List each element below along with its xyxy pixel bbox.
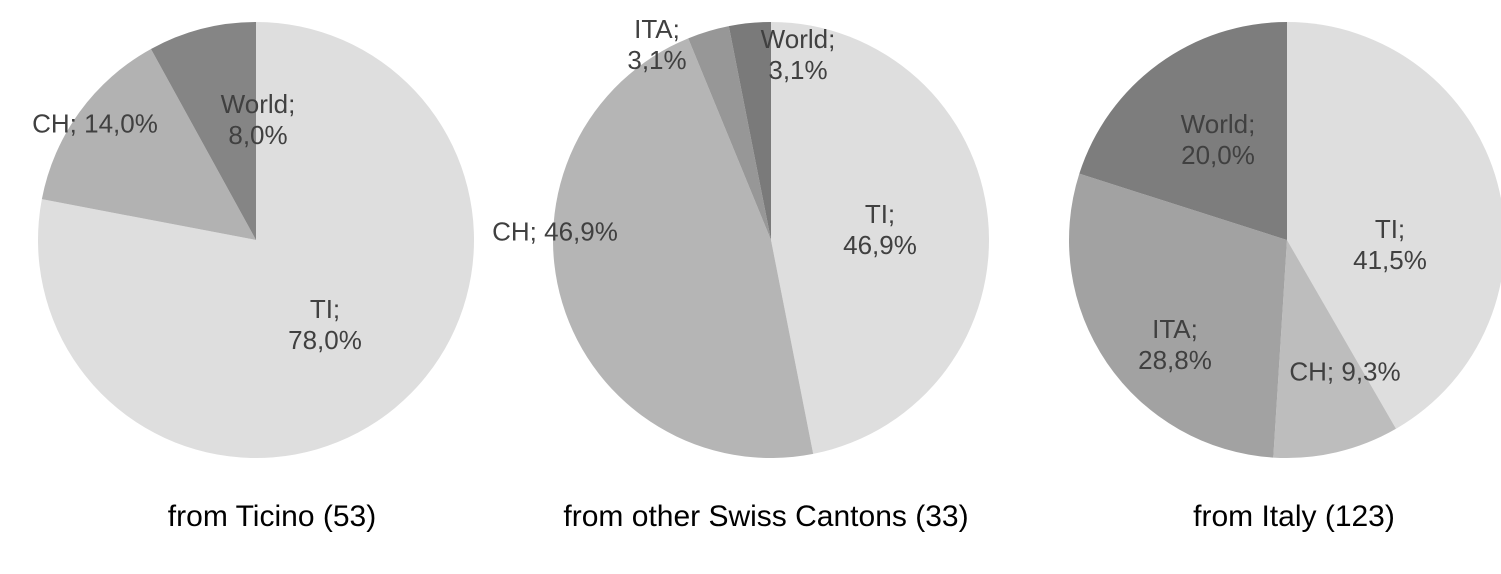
pie-slice [41, 48, 257, 240]
chart-title: from Ticino (53) [167, 500, 377, 533]
pie-slice [37, 22, 474, 458]
chart-title: from Italy (123) [1193, 500, 1395, 533]
chart-title: from other Swiss Cantons (33) [563, 500, 969, 533]
pie-slice [1069, 173, 1287, 458]
data-label: ITA; 28,8% [1138, 314, 1212, 375]
data-label: CH; 9,3% [1289, 356, 1401, 387]
pie-slice [1273, 240, 1396, 458]
pie-slice [150, 22, 256, 240]
pie-slice [553, 38, 814, 458]
data-label: CH; 14,0% [32, 108, 158, 139]
data-label: World; 3,1% [760, 24, 836, 85]
data-label: World; 20,0% [1180, 109, 1256, 170]
pie-slice [688, 26, 771, 240]
data-label: TI; 41,5% [1353, 214, 1427, 275]
data-label: CH; 46,9% [492, 216, 618, 247]
pie-slice [728, 22, 771, 240]
data-label: ITA; 3,1% [627, 14, 687, 75]
data-label: TI; 78,0% [288, 294, 362, 355]
data-label: TI; 46,9% [843, 199, 917, 260]
pie-slice [771, 22, 989, 454]
pie-slice [1079, 22, 1287, 240]
pie-slice [1287, 22, 1501, 429]
data-label: World; 8,0% [220, 89, 296, 150]
